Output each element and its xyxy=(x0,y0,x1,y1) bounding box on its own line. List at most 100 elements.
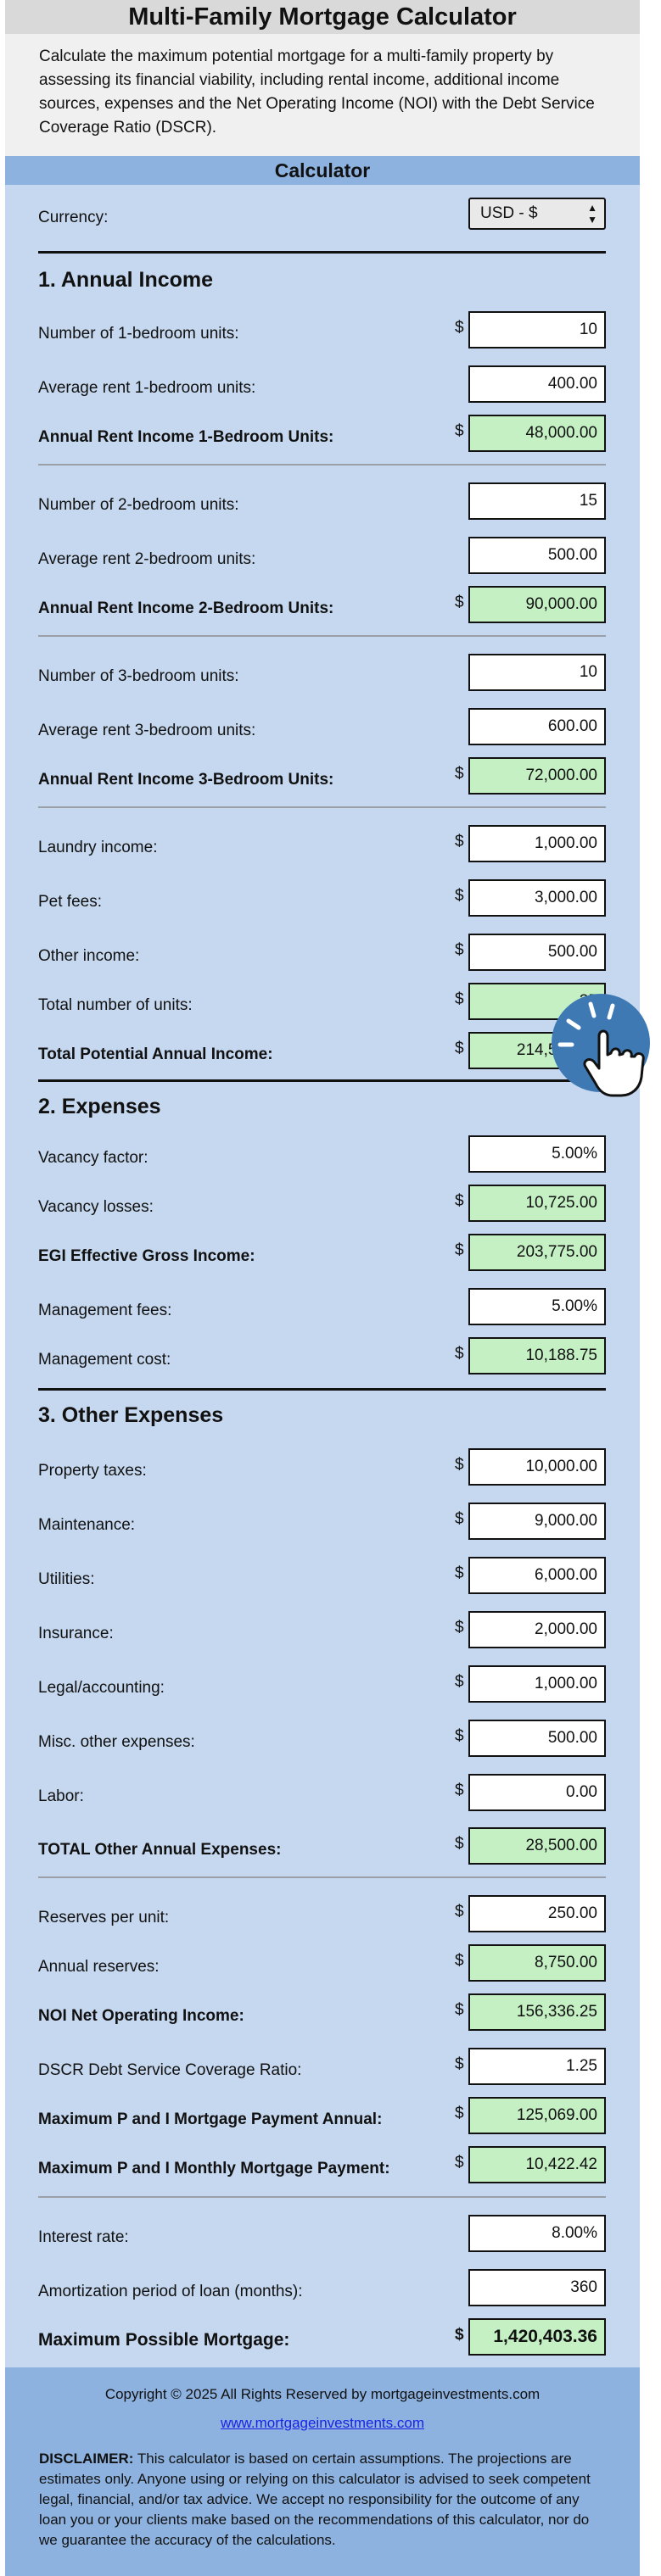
units-3br-row: Number of 3-bedroom units: 10 xyxy=(5,654,640,691)
row-divider xyxy=(38,464,606,466)
currency-symbol: $ xyxy=(455,1835,464,1853)
amortization-input[interactable]: 360 xyxy=(468,2269,606,2306)
currency-symbol: $ xyxy=(455,319,464,337)
reserves-per-unit-input[interactable]: 250.00 xyxy=(468,1895,606,1932)
dscr-row: DSCR Debt Service Coverage Ratio: $ 1.25 xyxy=(5,2048,640,2085)
chevron-updown-icon: ▲ ▼ xyxy=(587,202,597,226)
income-3br-row: Annual Rent Income 3-Bedroom Units: $ 72… xyxy=(5,757,640,795)
row-divider xyxy=(38,2196,606,2198)
interest-rate-input[interactable]: 8.00% xyxy=(468,2215,606,2252)
insurance-input[interactable]: 2,000.00 xyxy=(468,1611,606,1648)
utilities-input[interactable]: 6,000.00 xyxy=(468,1557,606,1594)
rent-1br-input[interactable]: 400.00 xyxy=(468,365,606,403)
maintenance-input[interactable]: 9,000.00 xyxy=(468,1503,606,1540)
units-1br-input[interactable]: 10 xyxy=(468,311,606,348)
disclaimer-text: This calculator is based on certain assu… xyxy=(39,2451,591,2548)
utilities-row: Utilities: $ 6,000.00 xyxy=(5,1557,640,1594)
laundry-input[interactable]: 1,000.00 xyxy=(468,825,606,862)
vacancy-losses-label: Vacancy losses: xyxy=(38,1198,154,1216)
units-2br-input[interactable]: 15 xyxy=(468,482,606,520)
max-annual-output: 125,069.00 xyxy=(468,2097,606,2134)
labor-label: Labor: xyxy=(38,1787,84,1805)
currency-symbol: $ xyxy=(455,2055,464,2073)
units-3br-input[interactable]: 10 xyxy=(468,654,606,691)
website-link[interactable]: www.mortgageinvestments.com xyxy=(221,2415,424,2431)
other-income-input[interactable]: 500.00 xyxy=(468,934,606,971)
row-divider xyxy=(38,1876,606,1878)
pet-fees-input[interactable]: 3,000.00 xyxy=(468,879,606,917)
max-monthly-label: Maximum P and I Monthly Mortgage Payment… xyxy=(38,2160,390,2177)
currency-symbol: $ xyxy=(455,887,464,905)
legal-label: Legal/accounting: xyxy=(38,1679,165,1697)
currency-symbol: $ xyxy=(455,1952,464,1970)
labor-input[interactable]: 0.00 xyxy=(468,1774,606,1811)
copyright-text: Copyright © 2025 All Rights Reserved by … xyxy=(104,2386,541,2402)
max-mortgage-row: Maximum Possible Mortgage: $ 1,420,403.3… xyxy=(5,2318,640,2356)
management-fees-label: Management fees: xyxy=(38,1302,172,1319)
rent-3br-row: Average rent 3-bedroom units: 600.00 xyxy=(5,708,640,745)
total-other-output: 28,500.00 xyxy=(468,1827,606,1865)
insurance-label: Insurance: xyxy=(38,1625,114,1642)
currency-symbol: $ xyxy=(455,2326,464,2344)
labor-row: Labor: $ 0.00 xyxy=(5,1774,640,1811)
other-income-row: Other income: $ 500.00 xyxy=(5,934,640,971)
legal-row: Legal/accounting: $ 1,000.00 xyxy=(5,1665,640,1703)
total-potential-row: Total Potential Annual Income: $ 214,500… xyxy=(5,1032,640,1069)
reserves-per-unit-label: Reserves per unit: xyxy=(38,1909,170,1926)
total-other-row: TOTAL Other Annual Expenses: $ 28,500.00 xyxy=(5,1827,640,1865)
rent-2br-input[interactable]: 500.00 xyxy=(468,537,606,574)
total-units-label: Total number of units: xyxy=(38,996,193,1014)
section-title-annual-income: 1. Annual Income xyxy=(38,268,214,292)
max-annual-row: Maximum P and I Mortgage Payment Annual:… xyxy=(5,2097,640,2134)
intro-text: Calculate the maximum potential mortgage… xyxy=(5,34,640,156)
amortization-label: Amortization period of loan (months): xyxy=(38,2283,303,2300)
disclaimer: DISCLAIMER: This calculator is based on … xyxy=(39,2449,608,2551)
calculator-header: Calculator xyxy=(5,156,640,185)
rent-1br-row: Average rent 1-bedroom units: 400.00 xyxy=(5,365,640,403)
interest-rate-label: Interest rate: xyxy=(38,2228,129,2246)
units-2br-label: Number of 2-bedroom units: xyxy=(38,496,239,514)
egi-output: 203,775.00 xyxy=(468,1234,606,1271)
vacancy-factor-input[interactable]: 5.00% xyxy=(468,1135,606,1173)
currency-symbol: $ xyxy=(455,833,464,850)
rent-1br-label: Average rent 1-bedroom units: xyxy=(38,379,256,397)
laundry-label: Laundry income: xyxy=(38,839,158,856)
units-1br-label: Number of 1-bedroom units: xyxy=(38,325,239,343)
income-3br-label: Annual Rent Income 3-Bedroom Units: xyxy=(38,771,334,789)
noi-row: NOI Net Operating Income: $ 156,336.25 xyxy=(5,1993,640,2031)
management-fees-input[interactable]: 5.00% xyxy=(468,1288,606,1325)
income-1br-label: Annual Rent Income 1-Bedroom Units: xyxy=(38,428,334,446)
income-1br-row: Annual Rent Income 1-Bedroom Units: $ 48… xyxy=(5,415,640,452)
pet-fees-row: Pet fees: $ 3,000.00 xyxy=(5,879,640,917)
annual-reserves-label: Annual reserves: xyxy=(38,1958,160,1976)
maintenance-label: Maintenance: xyxy=(38,1516,136,1534)
property-taxes-input[interactable]: 10,000.00 xyxy=(468,1448,606,1486)
currency-symbol: $ xyxy=(455,1903,464,1921)
currency-symbol: $ xyxy=(455,1510,464,1528)
laundry-row: Laundry income: $ 1,000.00 xyxy=(5,825,640,862)
vacancy-losses-row: Vacancy losses: $ 10,725.00 xyxy=(5,1185,640,1222)
currency-select-value: USD - $ xyxy=(480,204,538,222)
section-divider xyxy=(38,1388,606,1391)
currency-symbol: $ xyxy=(455,1781,464,1799)
max-annual-label: Maximum P and I Mortgage Payment Annual: xyxy=(38,2110,383,2128)
legal-input[interactable]: 1,000.00 xyxy=(468,1665,606,1703)
currency-select[interactable]: USD - $ ▲ ▼ xyxy=(468,198,606,230)
total-other-label: TOTAL Other Annual Expenses: xyxy=(38,1841,282,1859)
page-title: Multi-Family Mortgage Calculator xyxy=(5,0,640,34)
currency-symbol: $ xyxy=(455,941,464,959)
misc-input[interactable]: 500.00 xyxy=(468,1720,606,1757)
disclaimer-title: DISCLAIMER: xyxy=(39,2451,134,2467)
noi-output: 156,336.25 xyxy=(468,1993,606,2031)
annual-reserves-output: 8,750.00 xyxy=(468,1944,606,1982)
currency-label: Currency: xyxy=(38,209,109,226)
management-cost-row: Management cost: $ 10,188.75 xyxy=(5,1337,640,1374)
rent-3br-input[interactable]: 600.00 xyxy=(468,708,606,745)
dscr-input[interactable]: 1.25 xyxy=(468,2048,606,2085)
management-fees-row: Management fees: 5.00% xyxy=(5,1288,640,1325)
reserves-per-unit-row: Reserves per unit: $ 250.00 xyxy=(5,1895,640,1932)
max-monthly-row: Maximum P and I Monthly Mortgage Payment… xyxy=(5,2146,640,2183)
income-2br-row: Annual Rent Income 2-Bedroom Units: $ 90… xyxy=(5,586,640,623)
max-monthly-output: 10,422.42 xyxy=(468,2146,606,2183)
rent-2br-row: Average rent 2-bedroom units: 500.00 xyxy=(5,537,640,574)
